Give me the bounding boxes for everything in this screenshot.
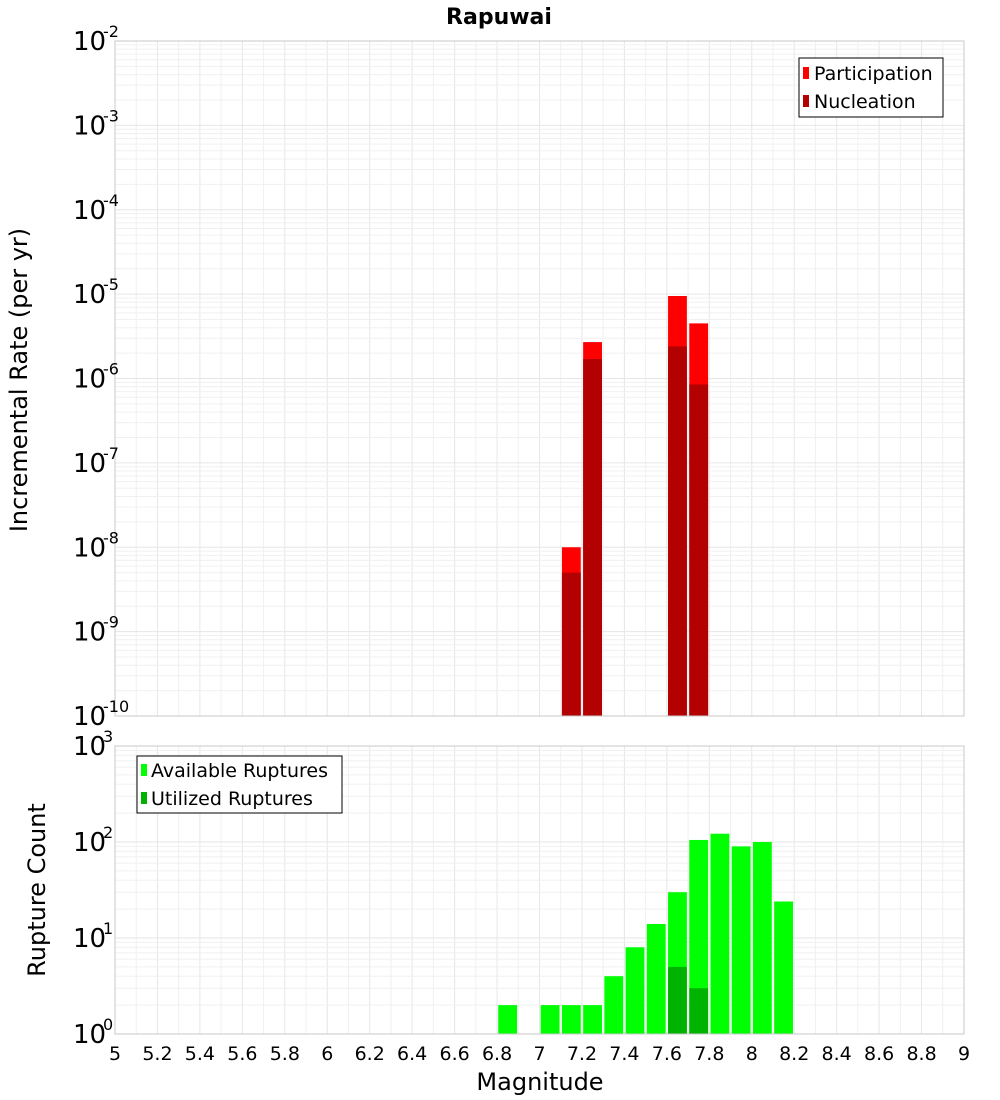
count-bar-available-ruptures	[731, 846, 751, 1034]
rate-grid	[114, 41, 965, 717]
rate-y-tick-exponent: -5	[103, 275, 119, 294]
count-y-tick-exponent: 0	[103, 1015, 113, 1034]
x-tick-label: 8	[746, 1043, 758, 1065]
x-tick-label: 7	[533, 1043, 545, 1065]
count-legend: Available Ruptures Utilized Ruptures	[136, 755, 343, 814]
count-bar-available-ruptures	[646, 923, 666, 1034]
legend-label-utilized: Utilized Ruptures	[151, 788, 313, 810]
count-y-tick-exponent: 2	[103, 823, 113, 842]
x-tick-label: 5.2	[142, 1043, 172, 1065]
legend-swatch-participation	[803, 67, 809, 79]
x-tick-label: 8.2	[779, 1043, 809, 1065]
rate-panel: 10-210-310-410-510-610-710-810-910-10 In…	[5, 22, 965, 732]
count-y-tick-base: 10	[73, 924, 106, 954]
legend-label-available: Available Ruptures	[151, 760, 328, 782]
rate-y-tick-base: 10	[73, 449, 106, 479]
count-y-tick-exponent: 1	[103, 919, 113, 938]
legend-label-participation: Participation	[814, 63, 933, 85]
count-bar-available-ruptures	[774, 901, 793, 1034]
rate-bars	[561, 296, 709, 716]
rate-y-tick-exponent: -9	[103, 613, 119, 632]
x-tick-label: 5	[109, 1043, 121, 1065]
rate-y-tick-base: 10	[73, 196, 106, 226]
count-bar-available-ruptures	[604, 976, 624, 1034]
rate-legend: Participation Nucleation	[798, 57, 944, 118]
x-tick-label: 6.6	[439, 1043, 469, 1065]
count-bar-available-ruptures	[561, 1005, 581, 1034]
chart-title: Rapuwai	[446, 5, 552, 30]
x-tick-label: 6	[321, 1043, 333, 1065]
rate-plot-frame	[114, 40, 965, 717]
x-axis-label: Magnitude	[476, 1068, 603, 1096]
count-y-tick-base: 10	[73, 732, 106, 762]
rate-y-tick-base: 10	[73, 280, 106, 310]
rate-y-tick-exponent: -7	[103, 444, 119, 463]
x-tick-label: 5.8	[270, 1043, 300, 1065]
count-plot-frame	[114, 745, 965, 1035]
x-tick-label: 8.6	[864, 1043, 894, 1065]
rate-bar-nucleation	[583, 359, 602, 716]
count-bar-utilized-ruptures	[668, 966, 687, 1034]
x-tick-label: 6.2	[355, 1043, 385, 1065]
count-legend-box	[136, 755, 343, 814]
count-bar-utilized-ruptures	[689, 988, 709, 1034]
rate-y-axis-label: Incremental Rate (per yr)	[5, 228, 33, 532]
rate-y-tick-exponent: -4	[103, 191, 119, 210]
x-tick-label: 7.4	[609, 1043, 639, 1065]
count-bar-available-ruptures	[710, 833, 730, 1034]
rate-bar-nucleation	[689, 384, 709, 716]
rate-bar-nucleation	[561, 572, 581, 716]
legend-swatch-utilized	[141, 792, 147, 804]
rate-y-tick-base: 10	[73, 27, 106, 57]
count-y-axis-label: Rupture Count	[23, 803, 51, 977]
rate-y-tick-exponent: -2	[103, 22, 119, 41]
count-y-tick-base: 10	[73, 1020, 106, 1050]
rate-y-tick-exponent: -10	[103, 697, 129, 716]
rate-bar-nucleation	[668, 346, 687, 716]
x-tick-label: 6.8	[482, 1043, 512, 1065]
x-tick-label: 5.6	[227, 1043, 257, 1065]
rate-y-tick-exponent: -8	[103, 528, 119, 547]
count-y-tick-base: 10	[73, 828, 106, 858]
count-bar-available-ruptures	[625, 947, 645, 1034]
rate-y-tick-exponent: -6	[103, 360, 119, 379]
x-tick-label: 7.6	[652, 1043, 682, 1065]
x-tick-label: 6.4	[397, 1043, 427, 1065]
x-tick-label: 9	[958, 1043, 970, 1065]
count-bar-available-ruptures	[540, 1005, 560, 1034]
rate-legend-box	[798, 57, 944, 118]
count-y-tick-exponent: 3	[103, 727, 113, 746]
x-tick-label: 8.8	[906, 1043, 936, 1065]
x-tick-label: 7.2	[567, 1043, 597, 1065]
count-bar-available-ruptures	[752, 842, 772, 1034]
x-tick-labels: 5 5.2 5.4 5.6 5.8 6 6.2 6.4 6.6 6.8 7 7.2 7.4 7.6 7.8 8…	[109, 1043, 970, 1065]
legend-swatch-nucleation	[803, 95, 809, 107]
rate-y-tick-base: 10	[73, 618, 106, 648]
legend-label-nucleation: Nucleation	[814, 91, 916, 113]
x-tick-label: 5.4	[185, 1043, 215, 1065]
count-bar-available-ruptures	[583, 1005, 602, 1034]
rate-y-tick-exponent: -3	[103, 106, 119, 125]
rate-y-ticks: 10-210-310-410-510-610-710-810-910-10	[73, 22, 129, 732]
x-tick-label: 8.4	[822, 1043, 852, 1065]
count-bars	[498, 833, 793, 1034]
rate-y-tick-base: 10	[73, 702, 106, 732]
legend-swatch-available	[141, 764, 147, 776]
count-bar-available-ruptures	[689, 839, 709, 1034]
rate-y-tick-base: 10	[73, 111, 106, 141]
count-bar-available-ruptures	[498, 1005, 518, 1034]
x-tick-label: 7.8	[694, 1043, 724, 1065]
rate-y-tick-base: 10	[73, 533, 106, 563]
rate-y-tick-base: 10	[73, 365, 106, 395]
